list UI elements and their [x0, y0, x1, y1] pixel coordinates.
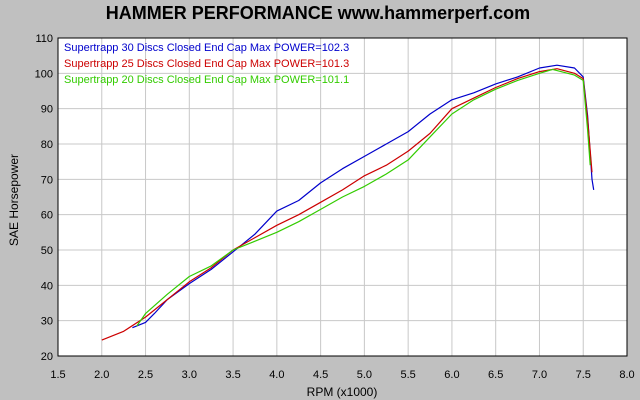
x-tick-label: 8.0 [619, 369, 634, 381]
y-tick-label: 90 [41, 104, 53, 116]
x-tick-label: 2.0 [94, 369, 109, 381]
y-tick-label: 100 [35, 68, 53, 80]
legend-entry-2: Supertrapp 25 Discs Closed End Cap Max P… [64, 58, 349, 70]
y-axis-label: SAE Horsepower [7, 154, 21, 246]
legend: Supertrapp 30 Discs Closed End Cap Max P… [64, 42, 349, 86]
x-axis-label: RPM (x1000) [307, 385, 378, 399]
y-tick-label: 80 [41, 139, 53, 151]
x-tick-label: 5.0 [357, 369, 372, 381]
x-tick-label: 2.5 [138, 369, 153, 381]
x-tick-label: 6.5 [488, 369, 503, 381]
y-tick-label: 30 [41, 316, 53, 328]
x-tick-label: 3.5 [225, 369, 240, 381]
plot-border [57, 37, 628, 357]
series-line-1 [132, 64, 595, 329]
y-tick-label: 50 [41, 245, 53, 257]
x-tick-label: 4.0 [269, 369, 284, 381]
x-tick-label: 3.0 [182, 369, 197, 381]
x-tick-label: 1.5 [50, 369, 65, 381]
y-tick-label: 20 [41, 351, 53, 363]
y-tick-label: 70 [41, 174, 53, 186]
x-tick-label: 5.5 [401, 369, 416, 381]
x-tick-label: 4.5 [313, 369, 328, 381]
x-tick-label: 7.5 [576, 369, 591, 381]
legend-entry-1: Supertrapp 30 Discs Closed End Cap Max P… [64, 42, 349, 54]
x-tick-label: 6.0 [444, 369, 459, 381]
y-tick-label: 40 [41, 280, 53, 292]
y-tick-label: 60 [41, 210, 53, 222]
series-lines [101, 64, 595, 341]
series-line-3 [136, 68, 591, 327]
legend-entry-3: Supertrapp 20 Discs Closed End Cap Max P… [64, 74, 349, 86]
x-tick-label: 7.0 [532, 369, 547, 381]
chart-title: HAMMER PERFORMANCE www.hammerperf.com [106, 3, 530, 23]
y-tick-label: 110 [35, 33, 53, 45]
tick-labels: 1.5 2.0 2.5 3.0 3.5 4.0 4.5 5.0 5.5 6.0 6.5 7.0 7.5 8… [35, 33, 635, 381]
